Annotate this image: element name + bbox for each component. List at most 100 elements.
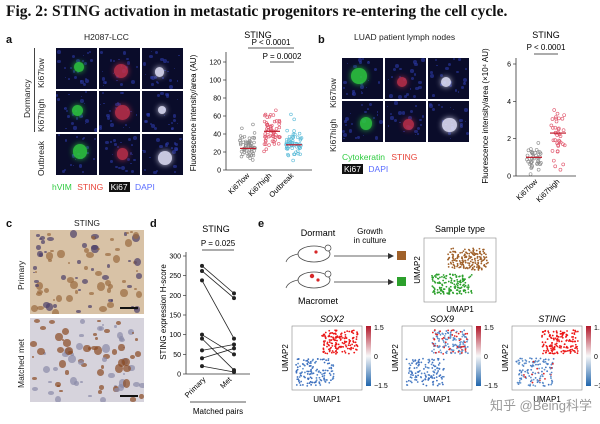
umap-gene-point — [529, 364, 532, 367]
umap-point-macromet — [431, 274, 433, 277]
umap-point-macromet — [435, 273, 438, 276]
umap-gene-point — [519, 369, 521, 372]
umap-point-dormant — [485, 256, 488, 259]
umap-gene-point — [565, 346, 568, 349]
stain-legend-a: hVIM STING Ki67 DAPI — [52, 182, 155, 192]
umap-gene-point — [457, 350, 460, 353]
umap-gene-point — [541, 335, 543, 338]
umap-point-dormant — [477, 259, 479, 262]
umap-gene-point — [414, 376, 417, 379]
umap-gene-point — [537, 372, 540, 375]
umap-gene-point — [355, 336, 358, 338]
chart-b-point — [526, 148, 531, 153]
umap-gene-point — [413, 367, 416, 369]
umap-point-macromet — [449, 276, 452, 279]
umap-point-macromet — [441, 275, 443, 278]
umap-gene-point — [551, 347, 554, 349]
umap-point-dormant — [482, 250, 485, 253]
umap-gene-point — [542, 352, 544, 355]
umap-gene-point — [455, 344, 458, 347]
chart-b-point — [551, 138, 556, 143]
umap-point-macromet — [455, 292, 458, 295]
umap-gene-point — [554, 352, 556, 355]
umap-gene-point — [436, 379, 438, 382]
umap-point-macromet — [450, 281, 452, 284]
umap-gene-point — [328, 335, 331, 338]
umap-gene-point — [336, 351, 339, 354]
umap-gene-point — [431, 331, 434, 334]
umap-point-dormant — [452, 255, 455, 258]
colorbar-tick-label: 1.5 — [374, 325, 384, 332]
umap-point-dormant — [468, 252, 471, 255]
umap-gene-point — [542, 372, 545, 375]
umap-gene-point — [464, 333, 467, 335]
micrograph-tile — [99, 91, 140, 132]
umap-gene-point — [518, 372, 521, 375]
umap-gene-point — [353, 351, 356, 354]
umap-gene-point — [570, 340, 572, 343]
umap-gene-point — [330, 332, 332, 334]
umap-gene-point — [541, 367, 544, 369]
umap-point-macromet — [467, 288, 470, 290]
chart-a-point — [290, 146, 294, 150]
umap-gene-point — [336, 336, 339, 339]
umap-gene-point — [463, 344, 466, 347]
umap-gene-point — [332, 332, 335, 335]
umap-gene-point — [519, 381, 522, 384]
scale-bar — [120, 307, 138, 309]
micrograph-tile — [56, 48, 97, 89]
umap-gene-point — [536, 381, 539, 384]
umap-gene-point — [466, 332, 469, 335]
umap2-label: UMAP2 — [391, 344, 400, 372]
umap-gene-point — [464, 351, 467, 354]
umap-point-dormant — [468, 262, 471, 265]
chart-a-point — [272, 140, 276, 144]
umap-gene-point — [310, 383, 313, 386]
umap-gene-point — [330, 339, 332, 342]
umap-gene-point — [438, 351, 440, 353]
umap-gene-point — [326, 379, 328, 381]
umap-gene-point — [334, 347, 337, 350]
umap-gene-point — [442, 383, 444, 386]
chart-a-ytick-label: 20 — [213, 150, 221, 157]
umap-point-dormant — [449, 261, 452, 264]
umap-gene-point — [408, 367, 411, 370]
chart-a-point — [293, 132, 297, 137]
umap-gene-point — [343, 342, 345, 345]
umap-gene-point — [425, 384, 428, 387]
umap-gene-point — [546, 346, 548, 348]
umap-gene-point — [417, 371, 420, 373]
umap-gene-point — [571, 336, 573, 338]
chart-d-pair-line — [201, 344, 235, 351]
umap-point-dormant — [463, 253, 466, 256]
chart-d-pvalue: P = 0.025 — [201, 239, 236, 248]
chart-a-point — [241, 140, 246, 145]
chart-b-point — [530, 164, 534, 168]
umap-gene-point — [351, 331, 353, 334]
chart-a-point — [286, 142, 290, 146]
umap-gene-point — [313, 381, 316, 384]
chart-d-point-primary — [200, 336, 204, 341]
chart-d-point-primary — [200, 263, 204, 268]
umap-point-dormant — [459, 261, 462, 264]
umap-point-dormant — [485, 262, 488, 265]
chart-b-point — [561, 128, 566, 133]
umap-gene-point — [556, 335, 558, 338]
umap-gene-point — [445, 338, 447, 341]
umap-gene-point — [549, 375, 552, 378]
umap-gene-point — [535, 363, 537, 366]
umap-point-macromet — [456, 281, 459, 283]
umap-gene-point — [422, 357, 424, 360]
chart-b-point — [525, 153, 530, 158]
chart-a-point — [241, 152, 245, 157]
umap-gene-point — [554, 337, 557, 340]
panel-e-figure: Dormant Macromet Growth in culture Sampl… — [281, 224, 600, 404]
chart-a-ylabel: Fluorescence intensity/area (AU) — [189, 54, 198, 171]
umap-gene-point — [431, 377, 434, 379]
umap-point-macromet — [433, 287, 436, 290]
umap-gene-point — [523, 362, 526, 365]
umap-gene-point — [338, 336, 341, 339]
micrograph-tile — [385, 58, 426, 99]
umap-gene-point — [527, 384, 530, 387]
umap-point-dormant — [473, 265, 476, 268]
